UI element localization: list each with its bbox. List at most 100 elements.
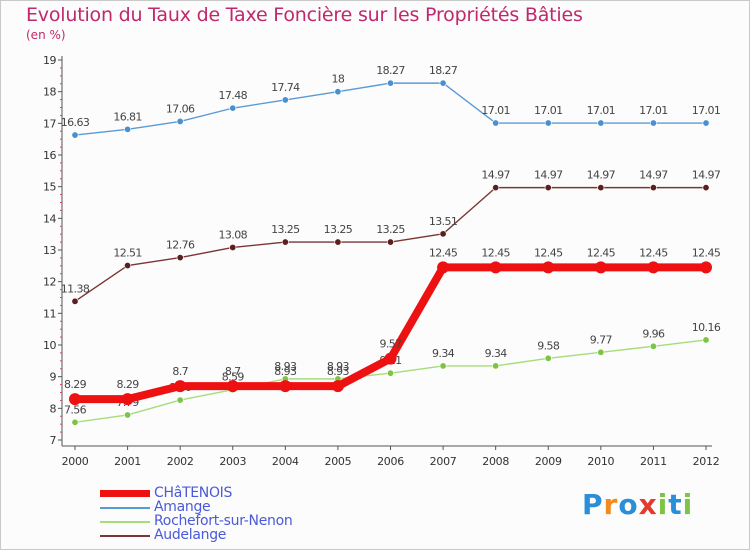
data-point-ch-tenois-2002 bbox=[174, 380, 187, 393]
x-tick-label-2001: 2001 bbox=[114, 455, 141, 468]
data-label-rochefort-sur-nenon-2009: 9.58 bbox=[537, 339, 560, 352]
data-label-audelange-2000: 11.38 bbox=[61, 282, 90, 295]
data-label-ch-tenois-2009: 12.45 bbox=[534, 246, 563, 259]
data-point-amange-2004 bbox=[281, 96, 289, 104]
data-label-rochefort-sur-nenon-2003: 8.59 bbox=[222, 371, 245, 384]
data-label-rochefort-sur-nenon-2005: 8.93 bbox=[327, 360, 350, 373]
data-label-amange-2000: 16.63 bbox=[61, 116, 90, 129]
data-label-ch-tenois-2008: 12.45 bbox=[481, 246, 510, 259]
data-label-ch-tenois-2004: 8.93 bbox=[274, 365, 297, 378]
y-tick-label-11: 11 bbox=[43, 307, 56, 320]
x-tick-label-2009: 2009 bbox=[535, 455, 562, 468]
data-label-rochefort-sur-nenon-2000: 7.56 bbox=[64, 403, 87, 416]
data-point-ch-tenois-2003 bbox=[226, 380, 239, 393]
data-point-ch-tenois-2004 bbox=[279, 380, 292, 393]
chart-unit: (en %) bbox=[26, 28, 66, 42]
data-label-amange-2006: 18.27 bbox=[376, 64, 405, 77]
data-point-rochefort-sur-nenon-2011 bbox=[649, 342, 657, 350]
data-label-ch-tenois-2003: 8.7 bbox=[225, 365, 241, 378]
x-tick-label-2011: 2011 bbox=[640, 455, 667, 468]
data-point-rochefort-sur-nenon-2012 bbox=[702, 336, 710, 344]
data-point-audelange-2000 bbox=[71, 297, 79, 305]
y-tick-label-13: 13 bbox=[43, 244, 56, 257]
y-tick-label-19: 19 bbox=[43, 54, 56, 67]
data-label-ch-tenois-2005: 8.93 bbox=[327, 365, 350, 378]
data-point-audelange-2004 bbox=[281, 238, 289, 246]
data-point-audelange-2005 bbox=[334, 238, 342, 246]
data-point-rochefort-sur-nenon-2006 bbox=[386, 369, 394, 377]
legend-swatch-amange bbox=[100, 507, 150, 509]
data-label-audelange-2001: 12.51 bbox=[113, 247, 142, 260]
data-point-audelange-2009 bbox=[544, 184, 552, 192]
data-point-rochefort-sur-nenon-2000 bbox=[71, 418, 79, 426]
data-label-audelange-2008: 14.97 bbox=[481, 169, 510, 182]
x-tick-label-2012: 2012 bbox=[693, 455, 720, 468]
data-point-audelange-2007 bbox=[439, 230, 447, 238]
data-point-ch-tenois-2008 bbox=[489, 261, 502, 274]
data-label-rochefort-sur-nenon-2008: 9.34 bbox=[485, 347, 508, 360]
data-label-ch-tenois-2007: 12.45 bbox=[429, 246, 458, 259]
data-label-audelange-2007: 13.51 bbox=[429, 215, 458, 228]
logo-letter: P bbox=[582, 488, 604, 521]
data-point-audelange-2002 bbox=[176, 254, 184, 262]
data-point-amange-2007 bbox=[439, 79, 447, 87]
data-point-ch-tenois-2005 bbox=[331, 380, 344, 393]
data-point-ch-tenois-2012 bbox=[700, 261, 712, 274]
logo-letter: i bbox=[657, 488, 669, 521]
data-label-amange-2011: 17.01 bbox=[639, 104, 668, 117]
data-point-amange-2010 bbox=[597, 119, 605, 127]
legend-label-audelange: Audelange bbox=[154, 527, 227, 543]
data-point-audelange-2006 bbox=[386, 238, 394, 246]
data-point-ch-tenois-2007 bbox=[437, 261, 450, 274]
data-point-audelange-2003 bbox=[229, 243, 237, 251]
data-point-rochefort-sur-nenon-2009 bbox=[544, 354, 552, 362]
data-point-amange-2003 bbox=[229, 104, 237, 112]
data-point-amange-2006 bbox=[386, 79, 394, 87]
data-label-audelange-2006: 13.25 bbox=[376, 223, 405, 236]
data-label-amange-2008: 17.01 bbox=[481, 104, 510, 117]
data-label-rochefort-sur-nenon-2011: 9.96 bbox=[642, 327, 665, 340]
data-point-ch-tenois-2001 bbox=[121, 393, 134, 406]
data-point-amange-2012 bbox=[702, 119, 710, 127]
data-label-amange-2010: 17.01 bbox=[587, 104, 616, 117]
x-tick-label-2007: 2007 bbox=[430, 455, 457, 468]
data-label-audelange-2011: 14.97 bbox=[639, 169, 668, 182]
y-tick-label-12: 12 bbox=[43, 276, 56, 289]
data-label-ch-tenois-2000: 8.29 bbox=[64, 378, 87, 391]
legend-label-rochefort: Rochefort-sur-Nenon bbox=[154, 513, 293, 529]
data-point-rochefort-sur-nenon-2001 bbox=[124, 411, 132, 419]
x-tick-label-2004: 2004 bbox=[272, 455, 299, 468]
legend-swatch-chatenois bbox=[100, 490, 150, 497]
data-label-amange-2009: 17.01 bbox=[534, 104, 563, 117]
data-label-ch-tenois-2001: 8.29 bbox=[117, 378, 140, 391]
data-label-rochefort-sur-nenon-2007: 9.34 bbox=[432, 347, 455, 360]
data-label-audelange-2004: 13.25 bbox=[271, 223, 300, 236]
data-point-ch-tenois-2010 bbox=[594, 261, 607, 274]
data-point-rochefort-sur-nenon-2010 bbox=[597, 348, 605, 356]
logo-letter: o bbox=[618, 488, 639, 521]
data-point-amange-2008 bbox=[492, 119, 500, 127]
data-point-audelange-2001 bbox=[124, 262, 132, 270]
data-point-audelange-2010 bbox=[597, 184, 605, 192]
data-label-amange-2003: 17.48 bbox=[219, 89, 248, 102]
data-point-rochefort-sur-nenon-2002 bbox=[176, 396, 184, 404]
data-point-ch-tenois-2009 bbox=[542, 261, 555, 274]
y-tick-label-7: 7 bbox=[50, 434, 57, 447]
data-point-amange-2000 bbox=[71, 131, 79, 139]
logo-letter: i bbox=[682, 488, 694, 521]
y-tick-label-17: 17 bbox=[43, 117, 56, 130]
data-label-ch-tenois-2006: 9.57 bbox=[379, 338, 402, 351]
data-label-rochefort-sur-nenon-2012: 10.16 bbox=[692, 321, 721, 334]
data-label-audelange-2002: 12.76 bbox=[166, 239, 195, 252]
y-tick-label-15: 15 bbox=[43, 181, 56, 194]
x-tick-label-2003: 2003 bbox=[219, 455, 246, 468]
data-label-amange-2004: 17.74 bbox=[271, 81, 300, 94]
data-label-ch-tenois-2010: 12.45 bbox=[587, 246, 616, 259]
data-label-audelange-2009: 14.97 bbox=[534, 169, 563, 182]
data-point-rochefort-sur-nenon-2008 bbox=[492, 362, 500, 370]
x-tick-label-2008: 2008 bbox=[482, 455, 509, 468]
y-tick-label-16: 16 bbox=[43, 149, 56, 162]
x-tick-label-2000: 2000 bbox=[62, 455, 89, 468]
